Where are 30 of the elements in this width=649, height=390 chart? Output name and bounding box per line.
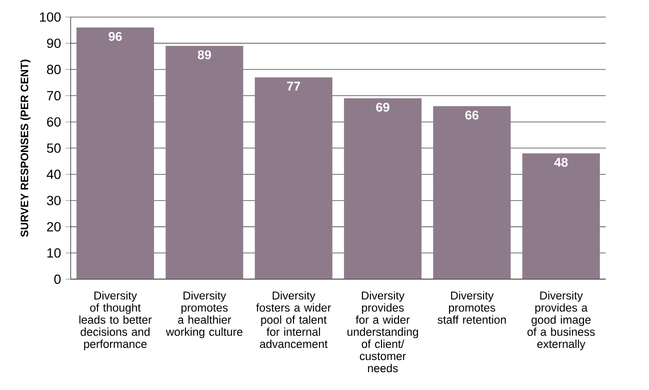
y-tick-label: 20 (47, 222, 61, 232)
y-tick-label: 40 (46, 170, 61, 180)
x-tick-label: Diversity promotes a healthier working culture (166, 291, 242, 338)
y-tick-label: 30 (46, 196, 61, 206)
y-tick-label: 60 (47, 117, 61, 127)
data-label: 77 (287, 82, 300, 91)
x-tick-label: Diversity provides for a wider understanding of client/ customer needs (348, 291, 418, 372)
bar (166, 46, 244, 280)
bar (254, 77, 332, 280)
y-tick-label: 0 (54, 274, 61, 284)
y-tick-label: 90 (47, 38, 61, 48)
y-tick-label: 10 (47, 248, 61, 258)
x-tick-label: Diversity provides a good image of a business externally (527, 291, 595, 350)
x-tick-label: Diversity promotes staff retention (438, 291, 506, 324)
data-label: 69 (376, 102, 390, 112)
y-axis-title: SURVEY RESPONSES (PER CENT) (20, 60, 30, 237)
data-label: 66 (465, 110, 478, 120)
bar (344, 98, 422, 280)
x-tick-label: Diversity fosters a wider pool of talent for internal advancement (256, 291, 331, 348)
bar (522, 153, 600, 280)
y-tick-label: 80 (46, 64, 61, 74)
bar (433, 106, 511, 280)
data-label: 48 (554, 158, 568, 167)
y-tick-label: 100 (40, 12, 61, 22)
y-tick-label: 70 (47, 91, 61, 100)
x-tick-label: Diversity of thought leads to better decisions and performance (79, 291, 152, 350)
bar (76, 28, 154, 280)
data-label: 89 (198, 50, 211, 60)
data-label: 96 (108, 32, 122, 41)
y-tick-label: 50 (46, 143, 61, 153)
